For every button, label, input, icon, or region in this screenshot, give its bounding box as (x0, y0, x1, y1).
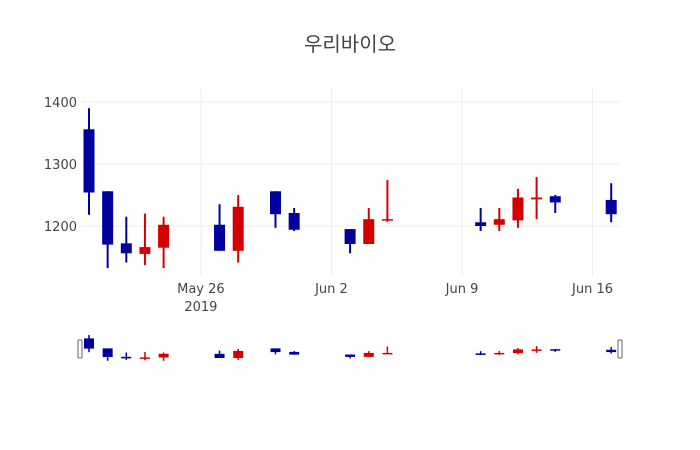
candle (233, 349, 244, 360)
candle (512, 348, 523, 355)
y-tick-label: 1300 (44, 158, 77, 173)
x-tick-label: 2019 (184, 300, 217, 315)
candle (102, 191, 114, 269)
candle (289, 351, 300, 355)
candle (158, 216, 170, 269)
chart-title: 우리바이오 (304, 32, 396, 56)
candle (214, 350, 225, 358)
candle (345, 354, 356, 359)
candles (83, 108, 617, 269)
range-slider[interactable] (77, 335, 623, 361)
candle (214, 204, 226, 251)
candle (363, 208, 375, 244)
candle (475, 351, 486, 355)
candle (288, 208, 300, 231)
candle (512, 188, 524, 228)
candle (606, 347, 617, 354)
x-tick-label: May 26 (177, 282, 225, 297)
candle (531, 177, 543, 220)
candle (494, 351, 505, 355)
candle (158, 352, 169, 361)
x-tick-label: Jun 2 (314, 282, 348, 297)
candle (120, 216, 132, 263)
x-tick-label: Jun 16 (571, 282, 613, 297)
gridlines (82, 88, 620, 276)
candle (232, 195, 244, 263)
candle (270, 348, 281, 355)
range-slider-left-handle[interactable] (77, 339, 83, 359)
candle (363, 351, 374, 357)
candle (550, 349, 561, 352)
candle (531, 346, 542, 353)
candle (344, 229, 356, 254)
x-tick-label: Jun 9 (445, 282, 479, 297)
y-tick-label: 1200 (44, 220, 77, 235)
candle (84, 335, 94, 353)
y-tick-label: 1400 (44, 96, 77, 111)
candle (381, 180, 393, 222)
candle (549, 195, 561, 213)
candle (139, 352, 150, 361)
range-slider-right-handle[interactable] (617, 339, 623, 359)
candle (475, 208, 487, 231)
candle (121, 352, 132, 360)
candle (83, 108, 95, 215)
candle (382, 346, 393, 355)
candle (605, 183, 617, 223)
candle (102, 348, 113, 361)
candle (493, 208, 505, 231)
candle (270, 191, 281, 228)
candle (139, 213, 151, 266)
